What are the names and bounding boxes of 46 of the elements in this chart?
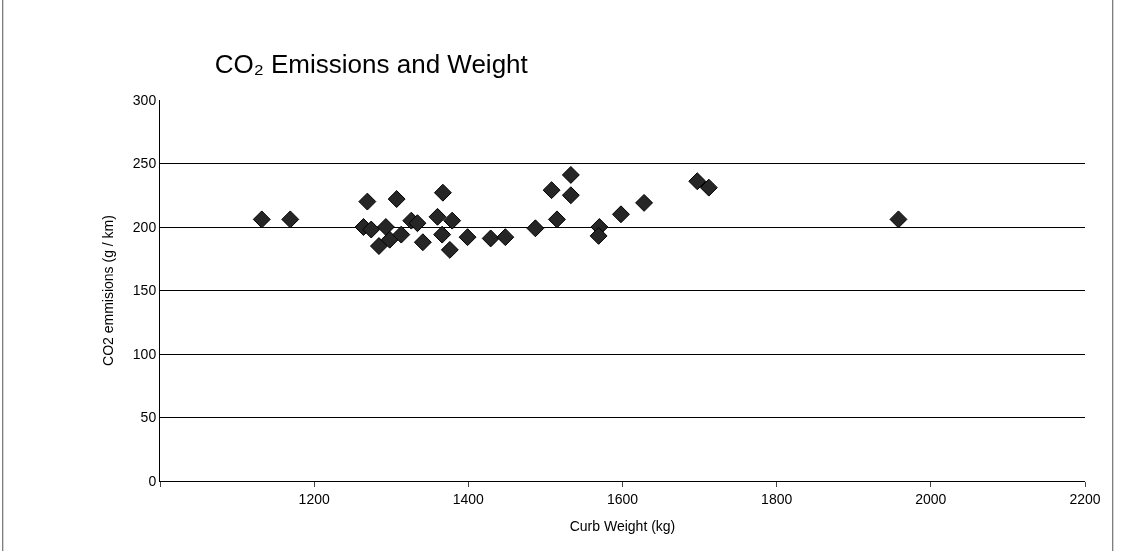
x-tick-label: 2200 <box>1069 490 1101 507</box>
point <box>433 183 452 202</box>
chart-title: CO₂ Emissions and Weight <box>214 49 529 80</box>
y-tick-label: 200 <box>132 218 157 235</box>
x-axis-title: Curb Weight (kg) <box>569 518 676 535</box>
point <box>413 233 432 252</box>
point <box>699 178 718 197</box>
x-tick-label: 1200 <box>298 490 330 507</box>
point <box>252 210 271 229</box>
point <box>542 181 561 200</box>
point <box>387 190 406 209</box>
point <box>281 210 300 229</box>
point <box>428 207 447 226</box>
point <box>433 225 452 244</box>
point <box>408 214 427 233</box>
point <box>496 228 515 247</box>
point <box>380 230 399 249</box>
y-tick-label: 250 <box>132 155 157 172</box>
point <box>548 210 566 229</box>
y-tick-label: 300 <box>132 91 157 108</box>
point <box>358 192 377 211</box>
point <box>526 219 545 238</box>
point <box>561 165 580 184</box>
y-tick-label: 0 <box>148 472 157 489</box>
x-tick-label: 1800 <box>761 490 793 507</box>
y-tick-label: 100 <box>132 345 157 362</box>
point <box>635 193 654 212</box>
y-axis-title: CO2 emmisions (g / km) <box>100 215 117 366</box>
y-tick-label: 50 <box>140 409 157 426</box>
y-tick-label: 150 <box>132 282 157 299</box>
point <box>561 186 580 205</box>
x-tick-label: 1400 <box>452 490 485 507</box>
point <box>369 237 388 255</box>
point <box>443 211 462 230</box>
point <box>688 172 707 191</box>
point <box>889 210 908 229</box>
point <box>440 240 459 259</box>
x-tick-label: 1600 <box>606 490 639 507</box>
x-tick-label: 2000 <box>915 490 947 507</box>
point <box>612 205 630 224</box>
point <box>481 229 500 248</box>
point <box>376 218 395 236</box>
point <box>362 220 381 239</box>
point <box>458 228 477 247</box>
point <box>392 225 411 244</box>
point <box>589 226 608 245</box>
